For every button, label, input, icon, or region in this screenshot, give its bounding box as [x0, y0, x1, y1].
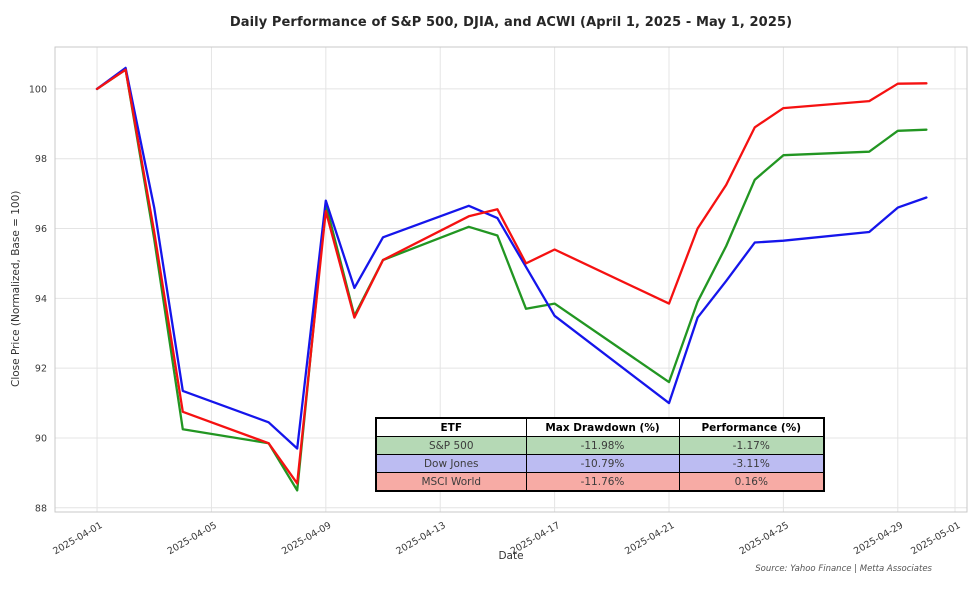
svg-text:92: 92	[35, 364, 47, 375]
svg-text:90: 90	[35, 433, 47, 444]
svg-text:88: 88	[35, 503, 47, 514]
svg-text:96: 96	[35, 224, 47, 235]
col-header-max-drawdown: Max Drawdown (%)	[525, 417, 680, 437]
table-row-msci-world: MSCI World -11.76% 0.16%	[375, 472, 825, 492]
series-line-0	[95, 68, 928, 492]
cell-performance: 0.16%	[678, 472, 825, 492]
cell-etf: MSCI World	[375, 472, 527, 492]
plot-border	[54, 46, 968, 513]
cell-max-drawdown: -11.76%	[525, 472, 680, 492]
svg-text:100: 100	[29, 84, 47, 95]
table-row-dow-jones: Dow Jones -10.79% -3.11%	[375, 454, 825, 473]
cell-etf: S&P 500	[375, 436, 527, 455]
svg-text:94: 94	[35, 294, 47, 305]
table-header-row: ETF Max Drawdown (%) Performance (%)	[375, 417, 825, 437]
cell-performance: -1.17%	[678, 436, 825, 455]
series-line-2	[95, 68, 928, 485]
table-row-sp500: S&P 500 -11.98% -1.17%	[375, 436, 825, 455]
source-note: Source: Yahoo Finance | Metta Associates	[755, 564, 932, 574]
cell-performance: -3.11%	[678, 454, 825, 473]
etf-summary-table: ETF Max Drawdown (%) Performance (%) S&P…	[375, 417, 825, 492]
x-axis-label: Date	[498, 550, 524, 562]
cell-max-drawdown: -11.98%	[525, 436, 680, 455]
col-header-performance: Performance (%)	[678, 417, 825, 437]
chart-title: Daily Performance of S&P 500, DJIA, and …	[229, 15, 793, 30]
col-header-etf: ETF	[375, 417, 527, 437]
series-line-1	[95, 66, 928, 450]
svg-text:98: 98	[35, 154, 47, 165]
cell-max-drawdown: -10.79%	[525, 454, 680, 473]
cell-etf: Dow Jones	[375, 454, 527, 473]
y-tick-labels: 88 90 92 94 96 98 100	[29, 84, 47, 514]
